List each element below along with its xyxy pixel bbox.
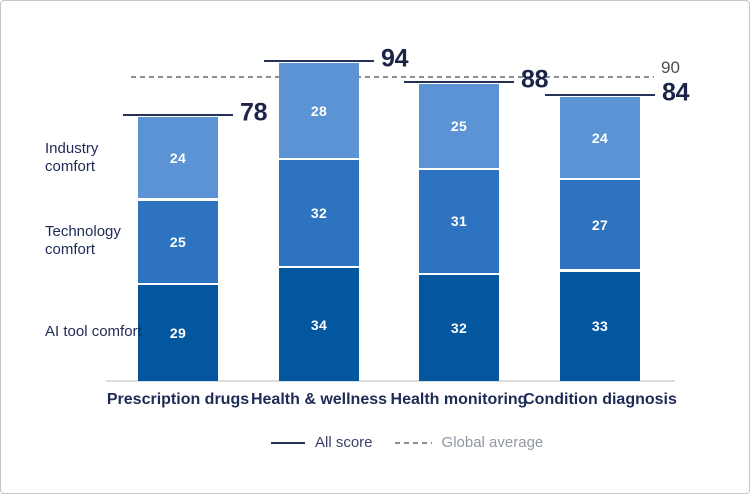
all-score-line [264,60,374,63]
global-average-line [131,76,654,78]
global-average-value: 90 [661,58,680,77]
all-score-line [123,114,233,117]
segment-value: 32 [450,319,468,336]
segment-value: 34 [310,316,328,333]
category-label: Condition diagnosis [523,391,677,408]
segment-value: 31 [450,213,468,230]
segment-value: 25 [450,117,468,134]
bar-segment-industry-comfort: 24 [138,117,218,199]
bar-segment-industry-comfort: 28 [279,63,359,158]
category-label: Health & wellness [250,391,388,408]
x-axis-line [106,380,675,382]
total-score-label: 84 [662,78,690,107]
bar-segment-ai-tool-comfort: 32 [419,272,499,381]
bar-segment-technology-comfort: 31 [419,168,499,273]
category-label: Health monitoring [390,391,528,408]
legend-item-global-average: Global average [394,434,544,451]
series-row-label-industry-comfort: Industry comfort [45,139,99,175]
segment-value: 29 [169,325,187,341]
total-score-label: 78 [240,98,268,127]
bar-segment-ai-tool-comfort: 33 [560,269,640,381]
all-score-line [404,80,514,83]
segment-value: 33 [591,318,609,335]
bar-segment-technology-comfort: 25 [138,198,218,283]
bar-segment-technology-comfort: 32 [279,157,359,267]
legend: All score Global average [271,434,543,451]
bar-segment-ai-tool-comfort: 29 [138,283,218,381]
segment-value: 27 [591,216,609,233]
series-row-label-technology-comfort: Technology comfort [45,222,121,258]
bar-segment-technology-comfort: 27 [560,178,640,270]
legend-item-all-score: All score [271,434,373,451]
bar-segment-industry-comfort: 25 [419,83,499,169]
all-score-line [545,94,655,97]
segment-value: 28 [310,102,328,119]
segment-value: 24 [169,149,187,166]
legend-label-global-average: Global average [441,434,544,451]
segment-value: 25 [169,233,187,250]
segment-value: 24 [591,129,609,146]
solid-line-swatch [271,441,305,444]
bar-segment-ai-tool-comfort: 34 [279,266,359,381]
segment-value: 32 [310,204,328,221]
bar-segment-industry-comfort: 24 [560,97,640,179]
total-score-label: 88 [521,65,549,94]
total-score-label: 94 [381,44,409,73]
category-label: Prescription drugs [106,391,250,408]
dashed-line-swatch [394,441,432,444]
series-row-label-ai-tool-comfort: AI tool comfort [45,323,142,340]
legend-label-all-score: All score [315,434,373,451]
